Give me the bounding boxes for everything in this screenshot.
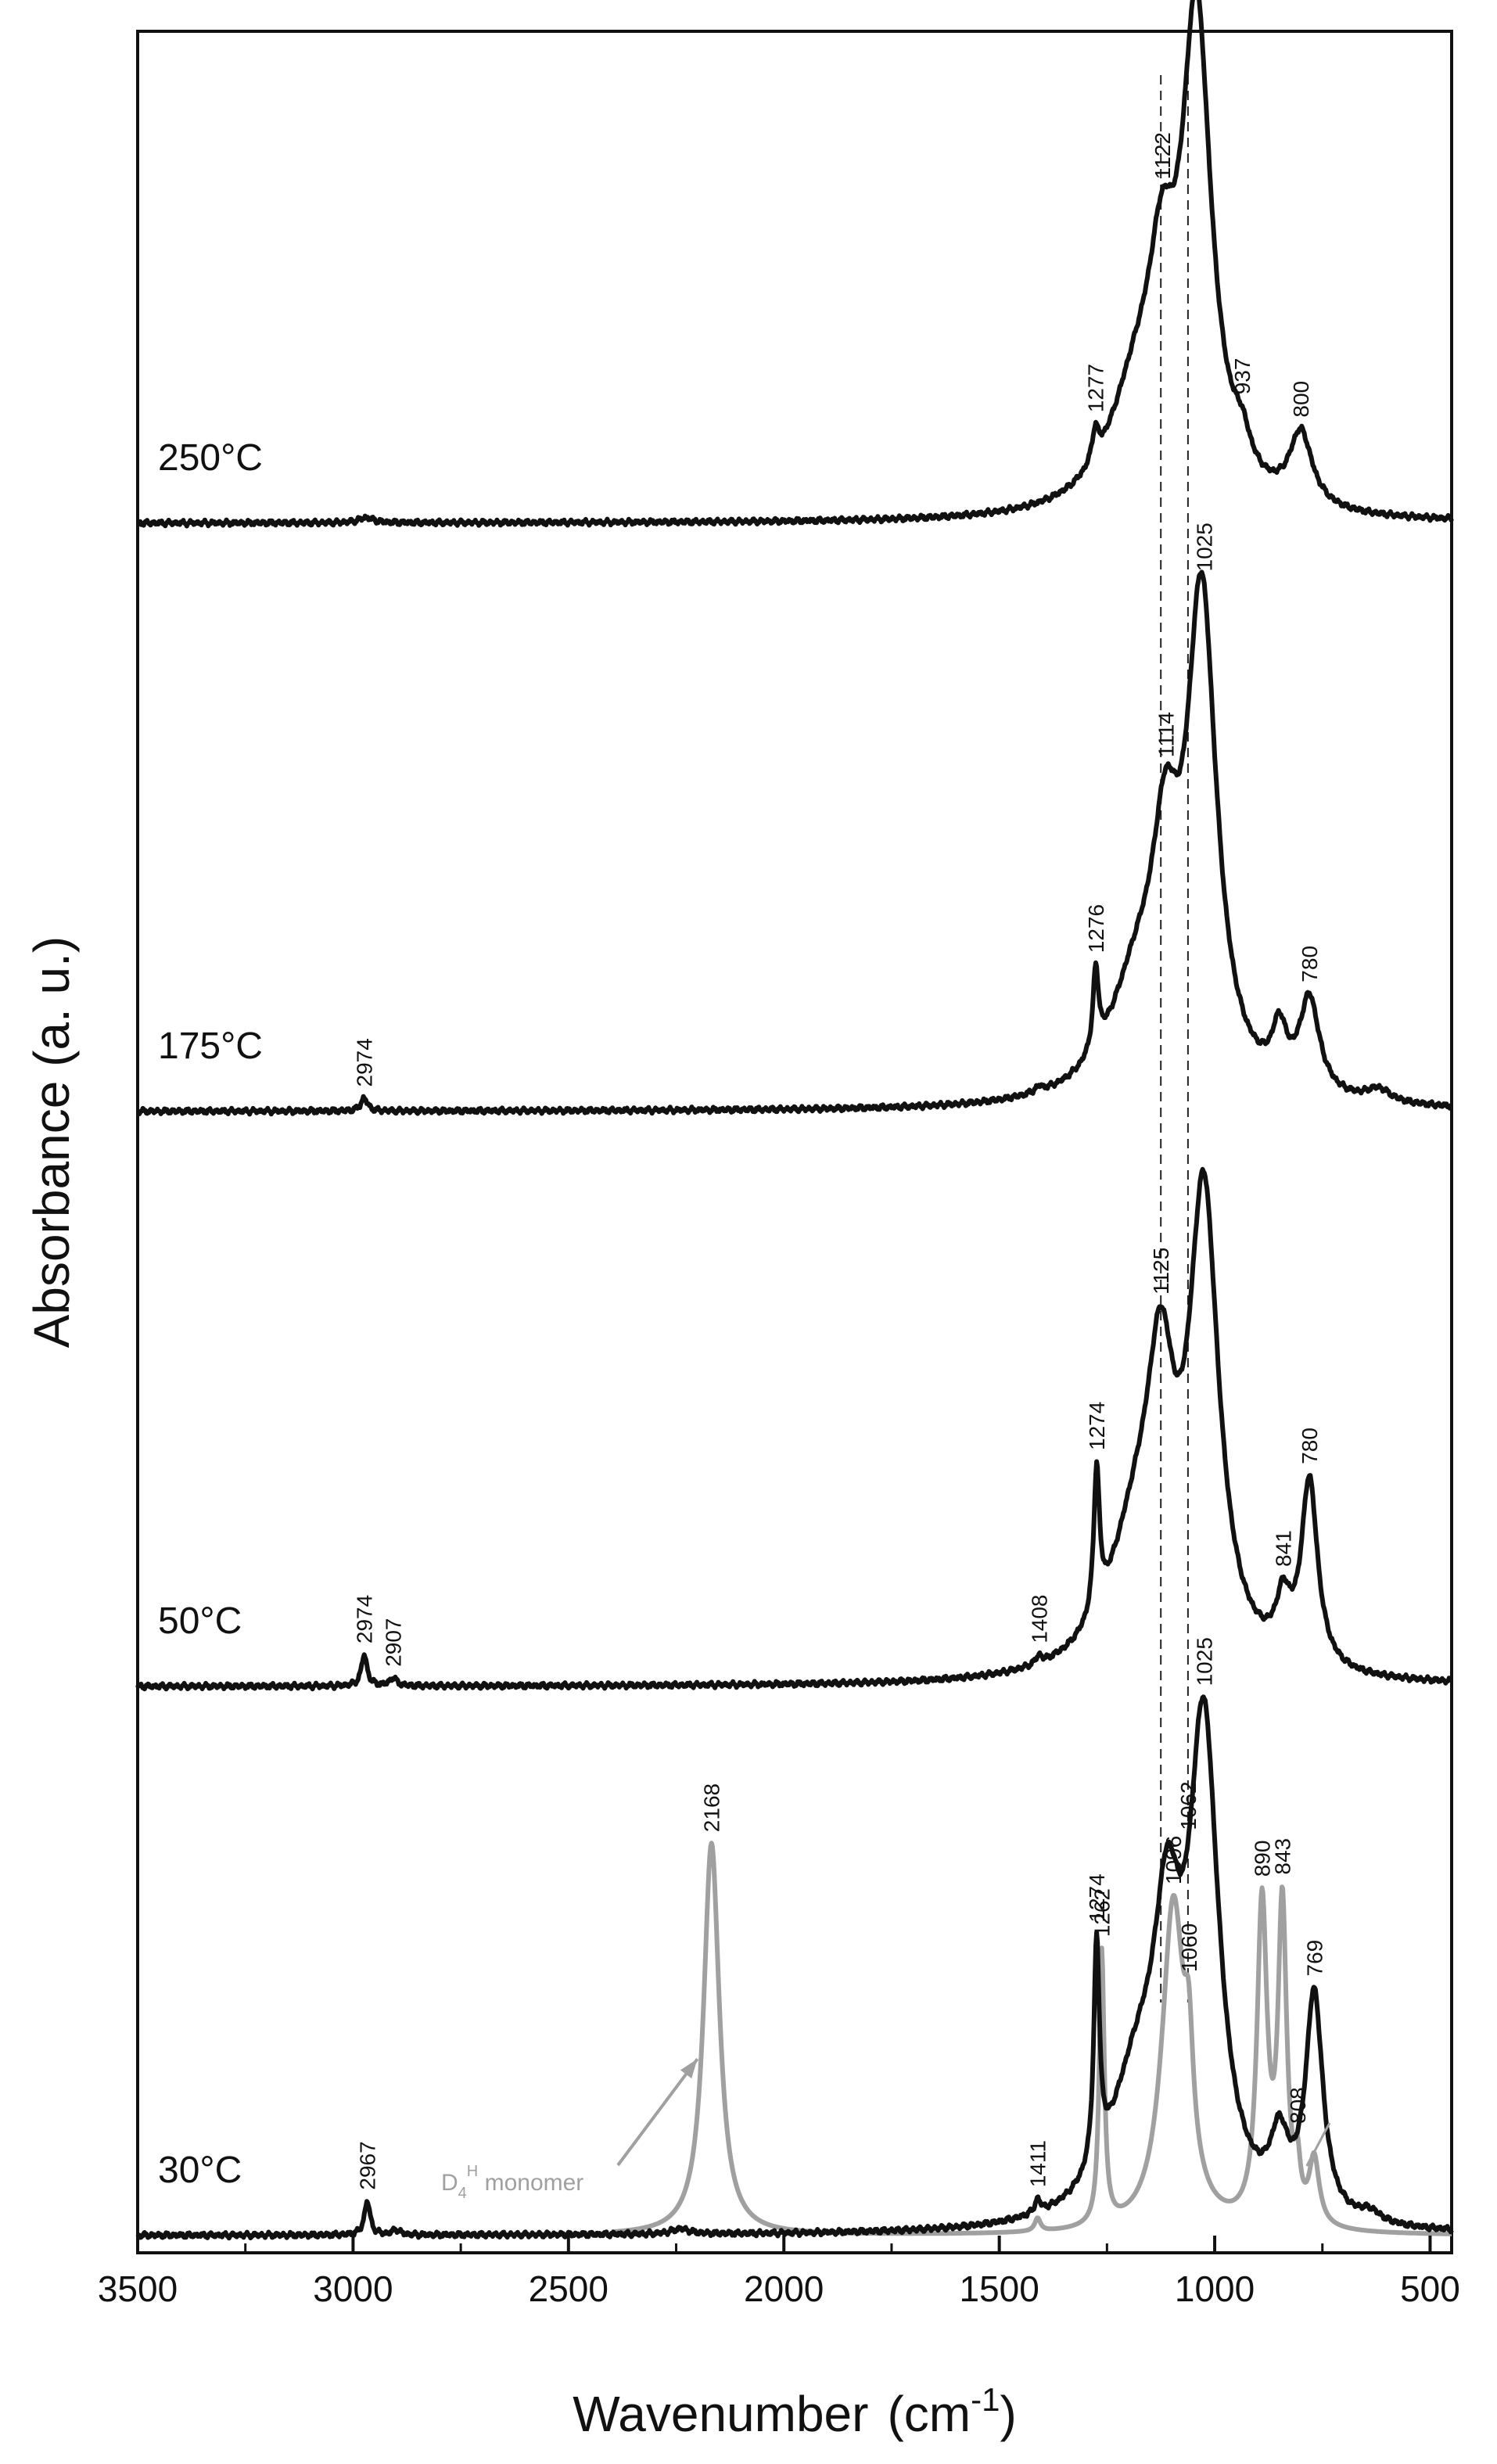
peak-label-30c-1411: 1411: [1026, 2140, 1050, 2187]
peak-label-30c-1274: 1274: [1085, 1873, 1109, 1922]
peak-label-175c-1276: 1276: [1084, 904, 1108, 953]
peak-label-30c-2967: 2967: [356, 2141, 380, 2189]
peak-label-250c-937: 937: [1230, 358, 1255, 395]
peak-label-250c-1122: 1122: [1151, 132, 1175, 179]
spectra-layer: [135, 0, 1454, 2241]
peak-label-250c-800: 800: [1289, 381, 1313, 418]
series-line-30c: [135, 1694, 1454, 2241]
peak-label-175c-780: 780: [1298, 946, 1322, 982]
peak-label-d4h-monomer-1096: 1096: [1161, 1836, 1186, 1884]
peak-label-50c-1125: 1125: [1149, 1248, 1173, 1295]
peak-label-250c-1277: 1277: [1084, 364, 1108, 412]
peak-label-d4h-monomer-2168: 2168: [700, 1783, 724, 1832]
temperature-label-175c: 175°C: [158, 1025, 263, 1067]
peak-label-30c-1062: 1062: [1176, 1781, 1201, 1830]
x-tick-label-2000: 2000: [744, 2268, 824, 2309]
peak-label-d4h-monomer-890: 890: [1251, 1841, 1275, 1877]
plot-frame: [136, 30, 1453, 2254]
peak-label-d4h-monomer-808: 808: [1286, 2087, 1310, 2124]
peak-label-50c-780: 780: [1298, 1428, 1322, 1464]
y-axis-title: Absorbance (a. u.): [23, 936, 80, 1349]
series-line-d4h-monomer: [610, 1841, 1453, 2236]
monomer-arrowhead: [680, 2059, 698, 2079]
x-tick-label-2500: 2500: [529, 2268, 608, 2309]
peak-label-50c-1408: 1408: [1027, 1595, 1051, 1643]
series-line-250c: [135, 0, 1454, 529]
x-axis-ticks: 3500 3000 2500 2000 1500 1000 500: [98, 2236, 1460, 2309]
peak-label-d4h-monomer-1060: 1060: [1177, 1923, 1201, 1972]
x-tick-label-500: 500: [1400, 2268, 1460, 2309]
peak-label-175c-2974: 2974: [353, 1038, 377, 1087]
temperature-label-30c: 30°C: [158, 2150, 242, 2191]
leader-line-808: [1305, 2122, 1331, 2167]
x-axis-title: Wavenumber (cm-1): [573, 2381, 1017, 2442]
peak-labels: 1042127780110421122127793780011141276102…: [353, 132, 1327, 2190]
reference-lines: [1160, 75, 1189, 2002]
peak-label-50c-841: 841: [1272, 1530, 1296, 1567]
peak-label-30c-1025: 1025: [1192, 1637, 1216, 1686]
series-line-50c: [135, 1166, 1453, 1692]
peak-label-175c-1114: 1114: [1154, 712, 1178, 757]
series-line-175c: [136, 569, 1453, 1117]
temperature-label-250c: 250°C: [158, 437, 263, 479]
peak-label-d4h-monomer-843: 843: [1271, 1838, 1295, 1875]
peak-label-30c-769: 769: [1302, 1940, 1326, 1977]
peak-label-d4h-monomer-1262: 1262: [1090, 1888, 1115, 1937]
peak-label-50c-2907: 2907: [382, 1618, 406, 1667]
peak-label-50c-2974: 2974: [353, 1595, 377, 1643]
x-tick-label-1000: 1000: [1175, 2268, 1255, 2309]
monomer-label: D4H monomer: [441, 2163, 583, 2202]
x-tick-label-1500: 1500: [959, 2268, 1039, 2309]
annotation-arrows: [616, 2057, 1331, 2167]
x-tick-label-3000: 3000: [313, 2268, 393, 2309]
peak-label-175c-1025: 1025: [1192, 523, 1216, 571]
monomer-arrow: [616, 2057, 699, 2167]
x-tick-label-3500: 3500: [98, 2268, 178, 2309]
peak-label-50c-1274: 1274: [1085, 1402, 1109, 1450]
temperature-label-50c: 50°C: [158, 1600, 242, 1642]
